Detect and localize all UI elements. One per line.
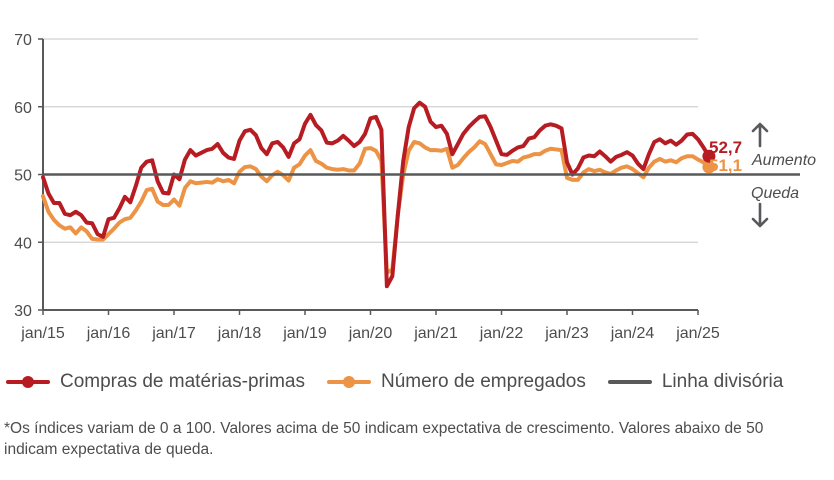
x-tick-label: jan/23 xyxy=(544,325,589,342)
x-tick-label: jan/18 xyxy=(217,325,262,342)
series-line-empregados xyxy=(41,139,711,275)
y-tick-label: 70 xyxy=(14,32,32,49)
end-point-marker xyxy=(702,160,716,174)
legend-item-linha-divisoria: Linha divisória xyxy=(607,371,784,393)
legend-swatch-compras xyxy=(6,375,50,389)
x-tick-label: jan/16 xyxy=(86,325,131,342)
y-tick-label: 40 xyxy=(14,235,32,252)
end-point-marker xyxy=(702,149,716,163)
footnote: *Os índices variam de 0 a 100. Valores a… xyxy=(4,420,764,458)
legend-label: Número de empregados xyxy=(380,371,586,392)
legend-label: Compras de matérias-primas xyxy=(60,371,305,392)
x-tick-label: jan/15 xyxy=(20,325,65,342)
annotations: Aumento Queda xyxy=(751,122,816,228)
series-line-compras xyxy=(41,100,711,289)
y-axis: 30 40 50 60 70 xyxy=(14,32,44,320)
y-tick-label: 30 xyxy=(14,303,32,320)
arrow-up-icon xyxy=(751,122,769,148)
series-group: 52,751,1 xyxy=(41,100,800,289)
gridlines xyxy=(43,38,698,243)
legend: Compras de matérias-primas Número de emp… xyxy=(6,368,805,396)
x-tick-label: jan/20 xyxy=(348,325,393,342)
end-value-label: 52,7 xyxy=(709,138,742,157)
end-value-label: 51,1 xyxy=(709,156,742,175)
annotation-queda: Queda xyxy=(751,185,799,202)
legend-swatch-linha xyxy=(607,375,652,389)
legend-item-compras: Compras de matérias-primas xyxy=(6,371,305,393)
arrow-down-icon xyxy=(751,202,769,228)
legend-label: Linha divisória xyxy=(661,371,784,392)
x-tick-label: jan/21 xyxy=(413,325,458,342)
x-tick-label: jan/24 xyxy=(610,325,655,342)
x-tick-label: jan/17 xyxy=(151,325,196,342)
x-tick-label: jan/25 xyxy=(675,325,720,342)
annotation-aumento: Aumento xyxy=(751,152,816,169)
legend-swatch-empregados xyxy=(326,375,371,389)
x-tick-label: jan/22 xyxy=(479,325,524,342)
legend-item-empregados: Número de empregados xyxy=(326,371,586,393)
x-tick-label: jan/19 xyxy=(282,325,327,342)
y-tick-label: 60 xyxy=(14,100,32,117)
x-axis: jan/15 jan/16 jan/17 jan/18 jan/19 jan/20 jan/… xyxy=(20,309,720,342)
y-tick-label: 50 xyxy=(14,168,32,185)
